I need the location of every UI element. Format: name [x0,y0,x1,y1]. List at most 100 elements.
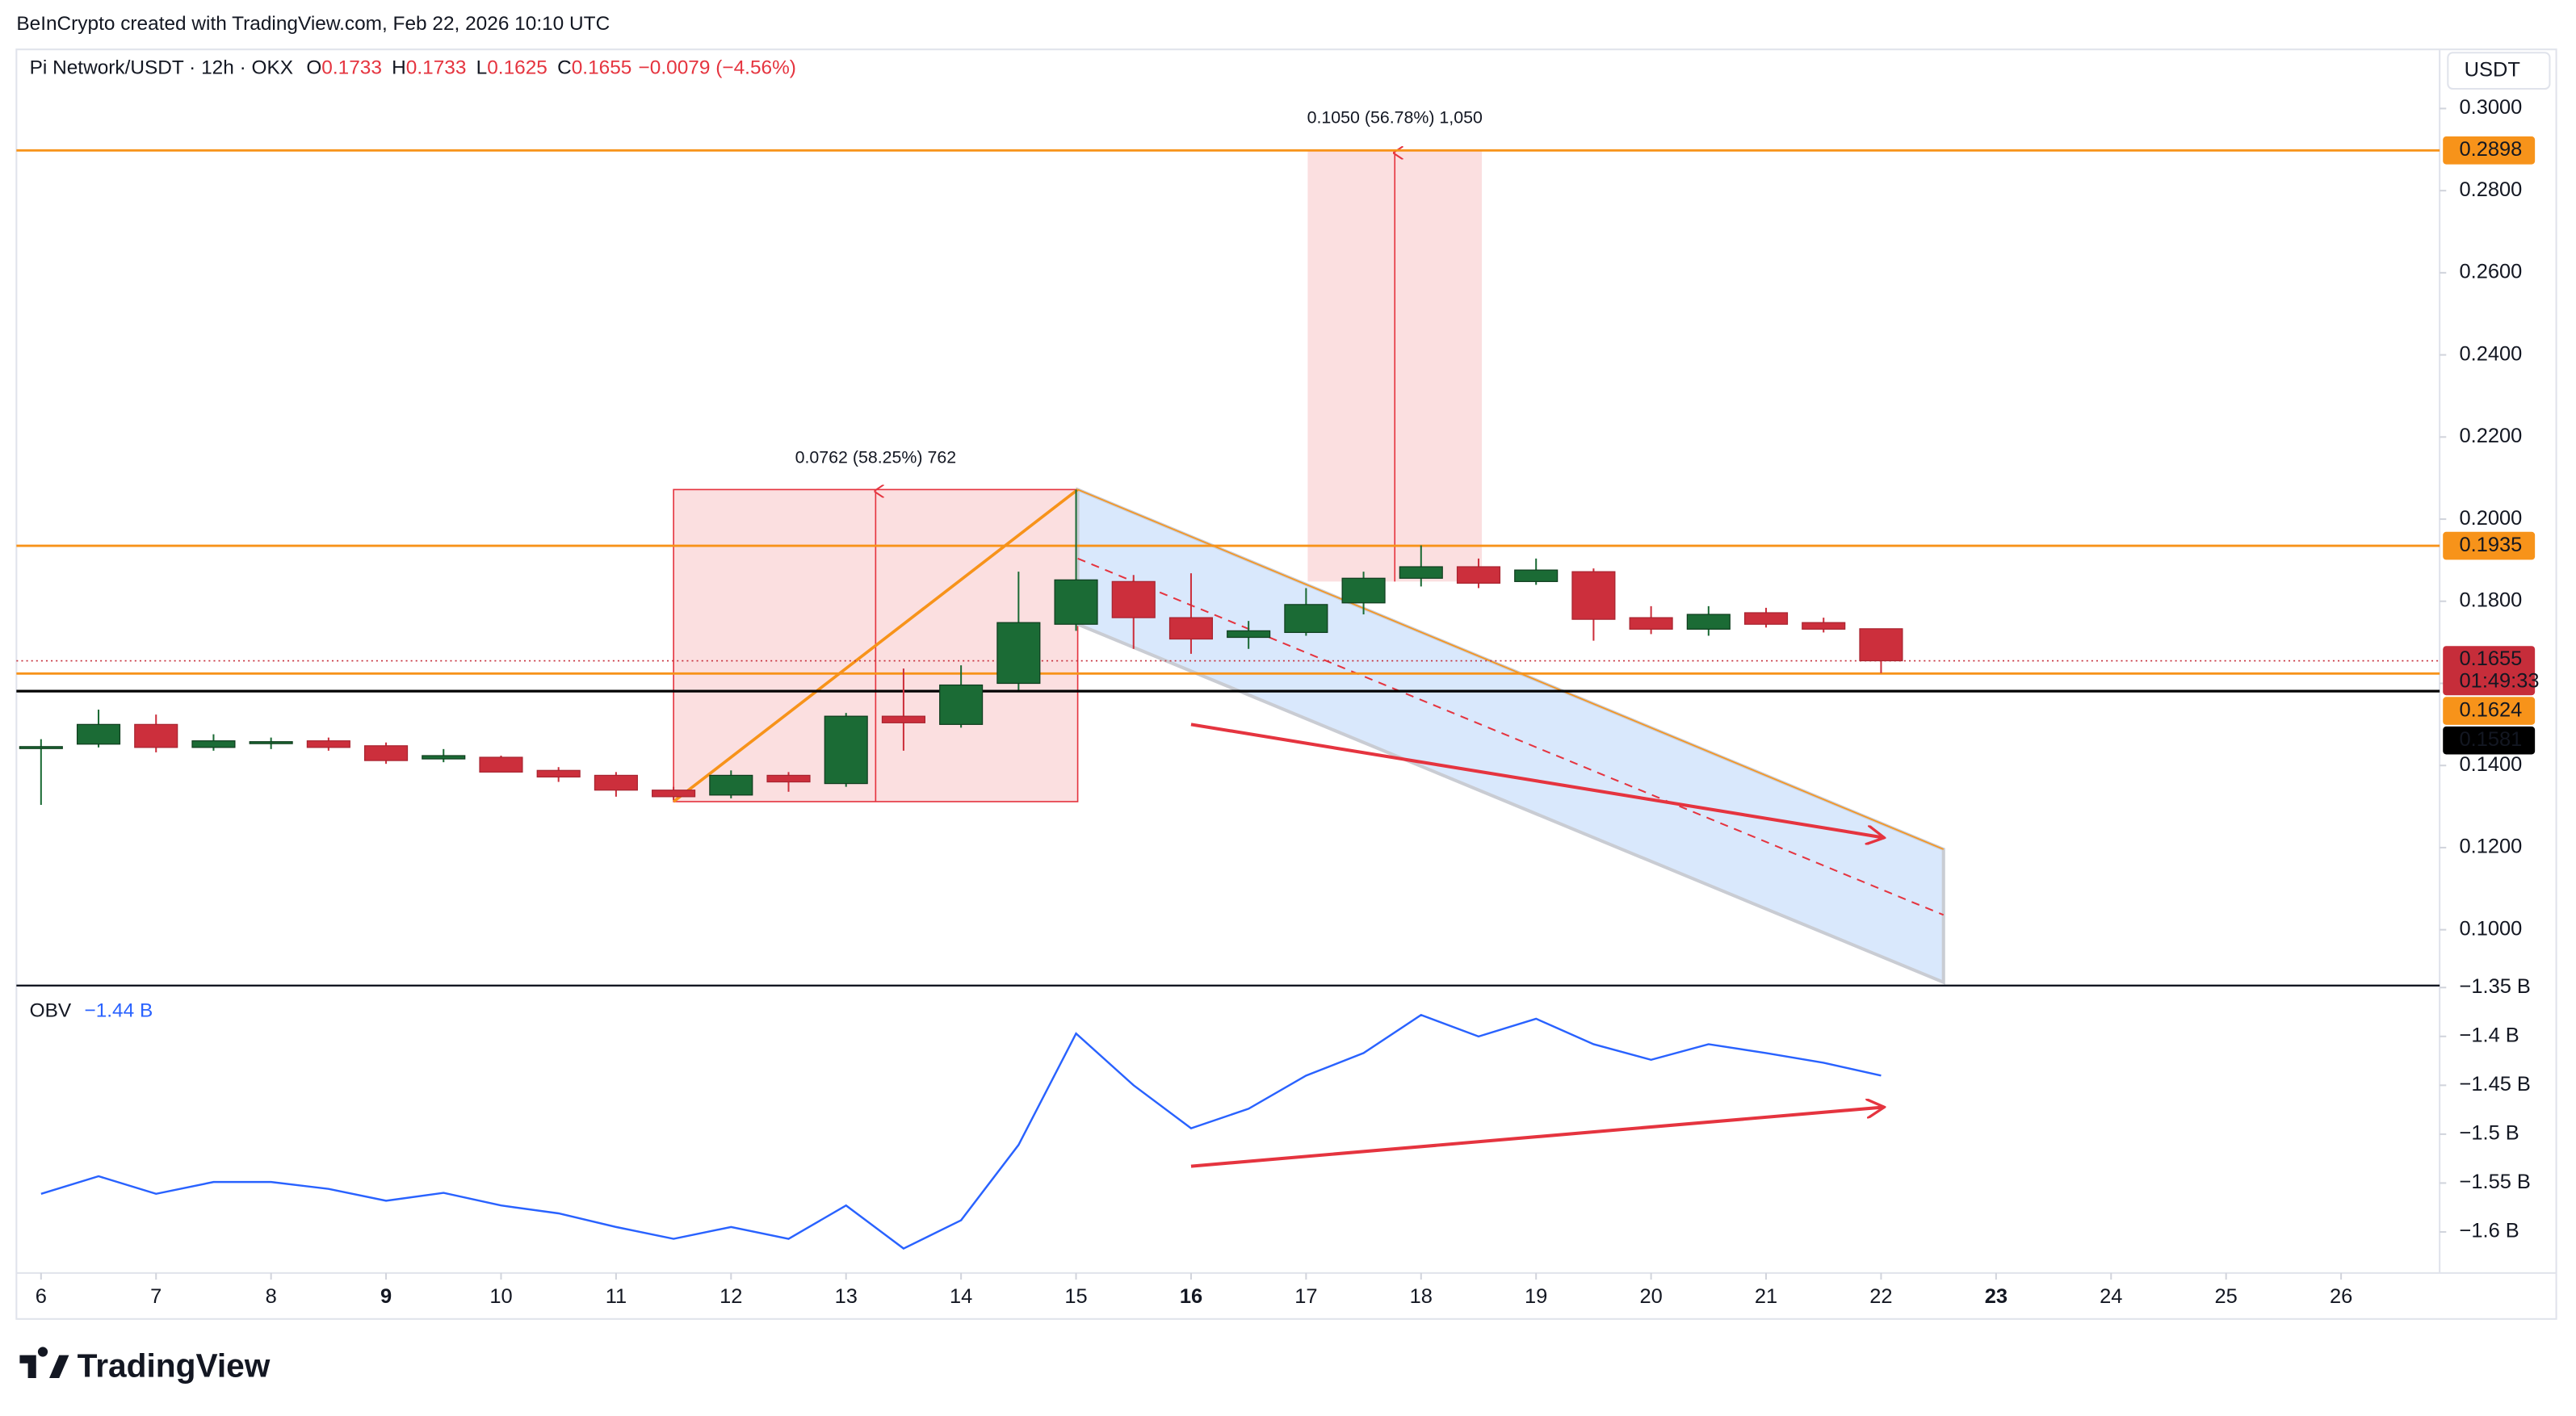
ohlc-label: O [306,57,321,79]
candle-body [824,715,868,785]
candle-body [1514,569,1559,582]
logo-mark [19,1347,69,1379]
obv-name: OBV [30,1000,72,1022]
candle-body [306,740,350,748]
price-tag-label: 0.1624 [2460,698,2523,721]
candle-body [996,622,1041,685]
x-tick-label: 16 [1180,1285,1202,1308]
price-tag-label: 0.1581 [2460,728,2523,751]
candle-body [1686,614,1731,630]
candle-body [766,774,811,783]
x-tick-label: 11 [606,1285,627,1308]
x-tick-label: 8 [266,1285,277,1308]
y2-tick-label: −1.35 B [2460,975,2531,998]
x-tick-label: 12 [720,1285,742,1308]
y2-tick-label: −1.6 B [2460,1220,2519,1242]
price-tag [2443,697,2536,725]
x-tick-label: 24 [2100,1285,2122,1308]
x-tick-label: 9 [380,1285,392,1308]
obv-legend: OBV −1.44 B [30,1000,153,1022]
price-tag [2443,646,2536,696]
candle-body [1111,580,1156,618]
x-tick-label: 15 [1064,1285,1087,1308]
x-tick-label: 18 [1410,1285,1433,1308]
candle-body [1054,579,1098,625]
x-tick-label: 17 [1294,1285,1317,1308]
candle-body [1341,577,1386,604]
x-tick-label: 20 [1639,1285,1662,1308]
obv-arrow [1190,1107,1885,1168]
channel-top [1077,488,1945,850]
y-tick-label: 0.2200 [2460,425,2523,447]
x-tick-label: 7 [150,1285,162,1308]
candle-body [652,790,696,798]
obv-line [40,1013,1882,1250]
ohlc-label: L [476,57,488,79]
y-tick-label: 0.2800 [2460,178,2523,201]
change: −0.0079 (−4.56%) [639,57,796,79]
y-tick-label: 0.2600 [2460,261,2523,283]
candle-body [1859,628,1903,662]
candle-body [1456,566,1501,584]
price-tag [2443,726,2536,755]
candle-body [76,723,121,745]
candle-body [1629,617,1673,630]
x-tick-label: 6 [36,1285,47,1308]
candle-body [1802,622,1846,630]
x-tick-label: 26 [2330,1285,2352,1308]
x-tick-label: 25 [2215,1285,2238,1308]
candle-body [594,774,638,791]
axis-unit: USDT [2465,58,2520,81]
y-tick-label: 0.1200 [2460,836,2523,858]
candle-body [191,740,236,748]
x-tick-label: 13 [835,1285,858,1308]
logo: TradingView [19,1347,271,1385]
countdown: 01:49:33 [2460,670,2540,693]
price-tag-label: 0.1655 [2460,647,2523,670]
candle-body [1399,566,1443,579]
y-tick-label: 0.3000 [2460,96,2523,119]
obv-value: −1.44 B [84,1000,153,1022]
candle-body [1571,571,1616,620]
x-tick-label: 23 [1985,1285,2008,1308]
x-tick-label: 22 [1869,1285,1892,1308]
candle-body [422,755,466,760]
y-tick-label: 0.2400 [2460,342,2523,365]
ohlc-label: C [557,57,572,79]
y2-tick-label: −1.4 B [2460,1024,2519,1047]
price-tag [2443,136,2536,165]
ohlc-label: H [392,57,406,79]
ohlc-value: 0.1625 [487,57,548,79]
candle-body [881,715,925,723]
credit: BeInCrypto created with TradingView.com,… [16,13,610,35]
measure-label: 0.0762 (58.25%) 762 [795,447,957,467]
candle-body [536,769,581,778]
y-tick-label: 0.1000 [2460,917,2523,940]
price-tag-label: 0.1935 [2460,534,2523,556]
symbol: Pi Network/USDT · 12h · OKX [30,57,293,79]
x-tick-label: 10 [489,1285,512,1308]
symbol-legend: Pi Network/USDT · 12h · OKX O0.1733 H0.173… [30,57,796,79]
y-tick-label: 0.1400 [2460,753,2523,776]
candle-body [134,723,178,748]
measure-label: 0.1050 (56.78%) 1,050 [1307,107,1483,127]
ohlc: O0.1733 H0.1733 L0.1625 C0.1655 [306,57,631,79]
unit-box[interactable] [2447,52,2551,90]
candle-body [1743,612,1789,625]
ohlc-value: 0.1733 [406,57,467,79]
candle-body [249,741,293,744]
x-tick-label: 21 [1755,1285,1777,1308]
candle-body [709,774,753,796]
y2-tick-label: −1.45 B [2460,1073,2531,1096]
ohlc-value: 0.1733 [321,57,382,79]
x-tick-label: 19 [1525,1285,1547,1308]
candle-body [19,746,63,749]
frame [15,48,2557,1320]
price-tag [2443,531,2536,560]
candle-body [1284,604,1328,634]
price-arrow [1190,723,1885,837]
channel-mid [1077,557,1945,916]
y-tick-label: 0.1800 [2460,589,2523,611]
